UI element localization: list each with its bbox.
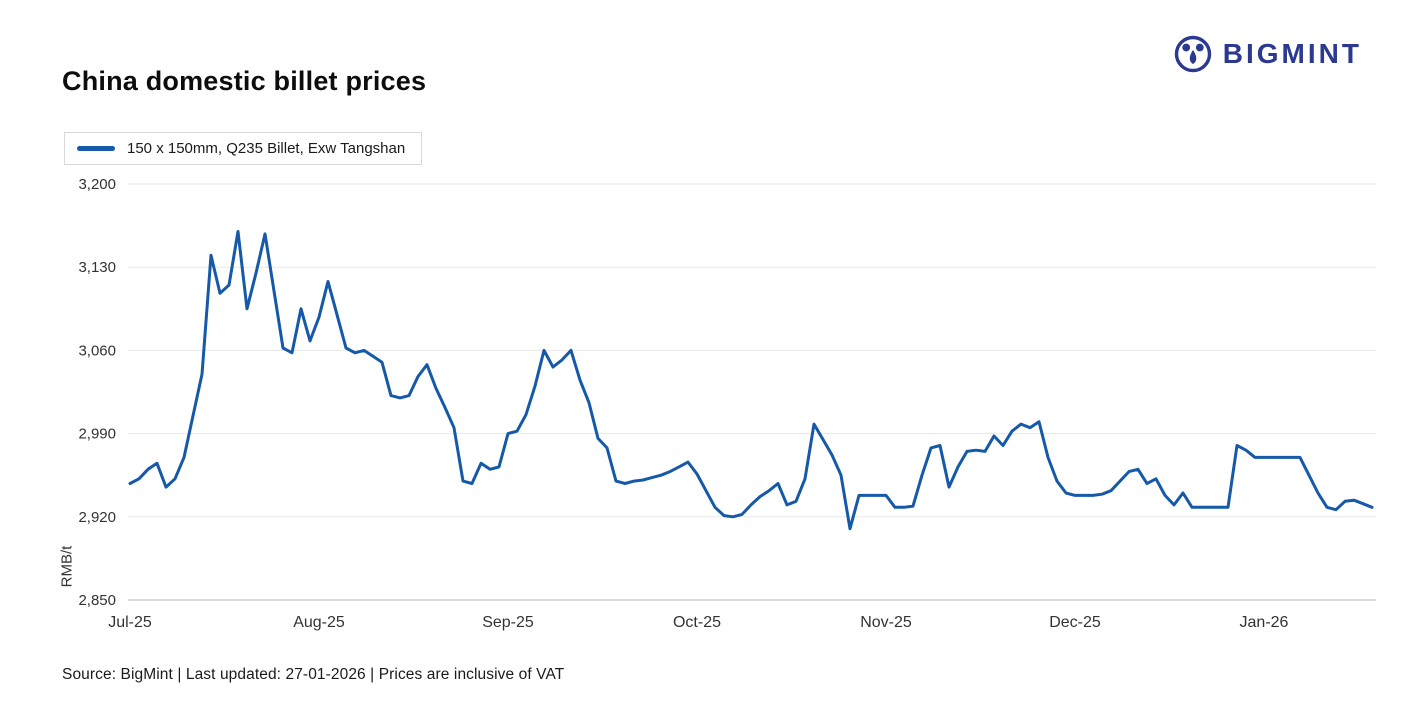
- svg-text:Nov-25: Nov-25: [860, 614, 912, 631]
- bigmint-logo-text: BIGMINT: [1222, 38, 1362, 69]
- bigmint-logo: BIGMINT: [1173, 34, 1362, 74]
- legend-label: 150 x 150mm, Q235 Billet, Exw Tangshan: [127, 140, 406, 157]
- chart-area: RMB/t 2,850 2,920 2,990 3,060 3,130 3,200 Jul-…: [50, 170, 1390, 645]
- svg-text:3,200: 3,200: [78, 176, 116, 193]
- svg-text:3,060: 3,060: [78, 342, 116, 359]
- svg-text:Oct-25: Oct-25: [673, 614, 721, 631]
- svg-text:Jan-26: Jan-26: [1240, 614, 1289, 631]
- svg-text:Sep-25: Sep-25: [482, 614, 534, 631]
- legend: 150 x 150mm, Q235 Billet, Exw Tangshan: [64, 132, 423, 165]
- legend-line-swatch: [77, 146, 115, 151]
- svg-text:3,130: 3,130: [78, 259, 116, 276]
- svg-text:2,920: 2,920: [78, 509, 116, 526]
- page-title: China domestic billet prices: [62, 66, 427, 96]
- svg-text:Dec-25: Dec-25: [1049, 614, 1101, 631]
- svg-text:Jul-25: Jul-25: [108, 614, 152, 631]
- y-axis-label: RMB/t: [58, 545, 76, 588]
- svg-text:2,990: 2,990: [78, 426, 116, 443]
- svg-text:2,850: 2,850: [78, 592, 116, 609]
- bigmint-logo-icon: [1173, 34, 1213, 74]
- price-chart: 2,850 2,920 2,990 3,060 3,130 3,200 Jul-25 Aug-…: [78, 176, 1376, 631]
- source-note: Source: BigMint | Last updated: 27-01-20…: [62, 666, 565, 683]
- svg-text:Aug-25: Aug-25: [293, 614, 345, 631]
